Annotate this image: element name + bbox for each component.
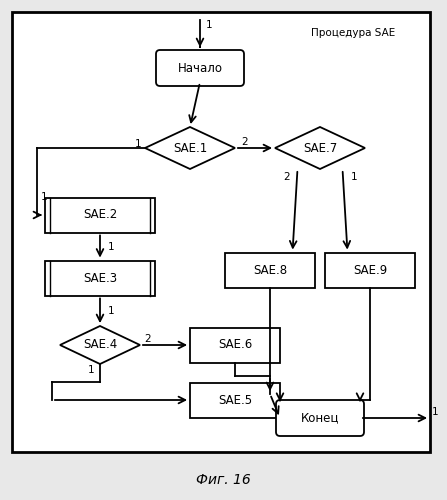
Polygon shape <box>60 326 140 364</box>
Text: SAE.8: SAE.8 <box>253 264 287 276</box>
Bar <box>12 12 430 452</box>
Text: SAE.7: SAE.7 <box>303 142 337 154</box>
Text: 2: 2 <box>283 172 290 182</box>
Text: 1: 1 <box>135 139 141 149</box>
Text: SAE.1: SAE.1 <box>173 142 207 154</box>
Text: Конец: Конец <box>301 412 339 424</box>
Text: 1: 1 <box>432 407 439 417</box>
FancyBboxPatch shape <box>276 400 364 436</box>
Text: 1: 1 <box>206 20 213 30</box>
Bar <box>45 260 155 296</box>
Text: 1: 1 <box>108 306 114 316</box>
Polygon shape <box>145 127 235 169</box>
Polygon shape <box>275 127 365 169</box>
Text: SAE.9: SAE.9 <box>353 264 387 276</box>
Text: 1: 1 <box>87 365 94 375</box>
Bar <box>190 328 280 362</box>
Text: Процедура SAE: Процедура SAE <box>311 28 395 38</box>
Bar <box>45 198 155 232</box>
Text: Фиг. 16: Фиг. 16 <box>196 473 250 487</box>
Text: 2: 2 <box>144 334 151 344</box>
Text: 1: 1 <box>350 172 357 182</box>
FancyBboxPatch shape <box>156 50 244 86</box>
Text: SAE.3: SAE.3 <box>83 272 117 284</box>
Bar <box>225 252 315 288</box>
Text: 1: 1 <box>41 192 48 202</box>
Bar <box>325 252 415 288</box>
Bar <box>190 382 280 418</box>
Text: 1: 1 <box>108 242 114 252</box>
Text: SAE.5: SAE.5 <box>218 394 252 406</box>
Text: 2: 2 <box>241 137 248 147</box>
Text: SAE.2: SAE.2 <box>83 208 117 222</box>
Text: SAE.4: SAE.4 <box>83 338 117 351</box>
Text: SAE.6: SAE.6 <box>218 338 252 351</box>
Text: Начало: Начало <box>177 62 223 74</box>
